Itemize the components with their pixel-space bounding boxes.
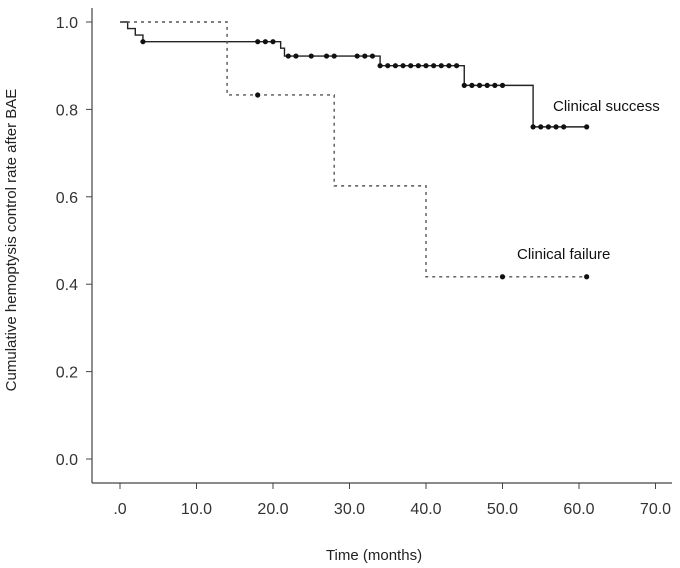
censor-mark-clinical-success — [492, 82, 498, 88]
x-tick-label: 70.0 — [640, 501, 671, 518]
censor-mark-clinical-success — [584, 124, 590, 130]
series-label-clinical-success: Clinical success — [553, 98, 660, 115]
x-tick-label: 50.0 — [487, 501, 518, 518]
censor-mark-clinical-success — [293, 53, 299, 59]
censor-mark-clinical-success — [438, 63, 444, 69]
x-tick-label: 10.0 — [181, 501, 212, 518]
censor-mark-clinical-success — [377, 63, 383, 69]
series-layer — [120, 21, 590, 280]
series-label-clinical-failure: Clinical failure — [517, 246, 610, 263]
censor-mark-clinical-failure — [255, 92, 261, 98]
censor-mark-clinical-success — [415, 63, 421, 69]
censor-mark-clinical-success — [423, 63, 429, 69]
censor-mark-clinical-failure — [499, 274, 506, 280]
censor-mark-clinical-success — [270, 39, 276, 45]
censor-mark-clinical-success — [431, 63, 437, 69]
censor-mark-clinical-success — [308, 53, 314, 59]
y-tick-label: 0.8 — [56, 102, 78, 119]
censor-mark-clinical-success — [331, 53, 337, 59]
x-tick-label: 60.0 — [563, 501, 594, 518]
censor-mark-clinical-failure — [584, 274, 590, 280]
x-tick-label: 30.0 — [334, 501, 365, 518]
x-axis-title: Time (months) — [326, 547, 422, 564]
censor-mark-clinical-success — [499, 82, 506, 88]
censor-mark-clinical-success — [362, 53, 368, 59]
censor-mark-clinical-success — [553, 124, 559, 130]
censor-mark-clinical-success — [538, 124, 544, 130]
censor-mark-clinical-success — [140, 39, 146, 45]
axes: .0 10.0 20.0 30.0 40.0 50.0 60.0 70.0 0.0 0.2 0.4 0… — [56, 8, 672, 518]
censor-mark-clinical-success — [392, 63, 398, 69]
series-line-clinical-success — [120, 21, 587, 128]
y-axis-title: Cumulative hemoptysis control rate after… — [3, 89, 20, 392]
censor-mark-clinical-success — [469, 82, 475, 88]
x-tick-label: 40.0 — [410, 501, 441, 518]
censor-mark-clinical-success — [385, 63, 391, 69]
censor-mark-clinical-success — [408, 63, 414, 69]
censor-mark-clinical-success — [476, 82, 483, 88]
labels-layer: Time (months) Cumulative hemoptysis cont… — [3, 89, 660, 564]
x-tick-label: 20.0 — [257, 501, 288, 518]
censor-mark-clinical-success — [285, 53, 291, 59]
censor-mark-clinical-success — [461, 82, 467, 88]
censor-mark-clinical-success — [484, 82, 490, 88]
y-tick-label: 0.6 — [56, 190, 78, 207]
censor-mark-clinical-success — [400, 63, 406, 69]
censor-mark-clinical-success — [354, 53, 360, 59]
censor-mark-clinical-success — [545, 124, 552, 130]
y-tick-label: 0.2 — [56, 365, 78, 382]
y-tick-label: 0.0 — [56, 452, 78, 469]
censor-mark-clinical-success — [454, 63, 460, 69]
censor-mark-clinical-success — [262, 39, 268, 45]
y-tick-label: 0.4 — [56, 277, 78, 294]
censor-mark-clinical-success — [369, 53, 376, 59]
y-tick-label: 1.0 — [56, 15, 78, 32]
censor-mark-clinical-success — [530, 124, 536, 130]
censor-mark-clinical-success — [323, 53, 330, 59]
censor-mark-clinical-success — [255, 39, 261, 45]
censor-mark-clinical-success — [446, 63, 452, 69]
series-line-clinical-failure — [120, 21, 587, 278]
censor-mark-clinical-success — [561, 124, 567, 130]
x-tick-label: .0 — [113, 501, 126, 518]
